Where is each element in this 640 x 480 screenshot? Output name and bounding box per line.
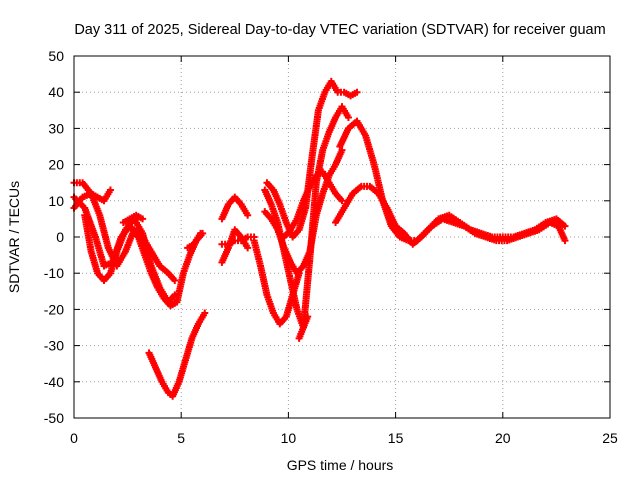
x-tick-label: 25 — [602, 430, 618, 446]
y-tick-label: 0 — [56, 229, 64, 245]
y-tick-label: -50 — [44, 410, 64, 426]
y-tick-label: -40 — [44, 374, 64, 390]
y-tick-label: 40 — [48, 84, 64, 100]
y-axis-label: SDTVAR / TECUs — [6, 181, 22, 293]
y-tick-label: 20 — [48, 157, 64, 173]
x-tick-label: 5 — [177, 430, 185, 446]
data-point — [304, 313, 312, 321]
data-point — [561, 222, 569, 230]
data-point — [338, 197, 346, 205]
data-point — [244, 244, 252, 252]
data-point — [139, 215, 147, 223]
data-point — [106, 186, 114, 194]
data-point — [344, 114, 352, 122]
data-point — [338, 146, 346, 154]
tick-layer: 0 5 10 15 20 25 -50 -40 -30 -20 -10 0 10 20 30 40 50 — [44, 48, 618, 446]
data-point — [353, 88, 361, 96]
y-tick-label: 30 — [48, 120, 64, 136]
x-tick-label: 0 — [70, 430, 78, 446]
x-tick-label: 10 — [281, 430, 297, 446]
x-tick-label: 15 — [388, 430, 404, 446]
points-layer — [70, 77, 569, 400]
data-point — [201, 309, 209, 317]
chart-title: Day 311 of 2025, Sidereal Day-to-day VTE… — [74, 22, 605, 38]
x-tick-label: 20 — [495, 430, 511, 446]
y-tick-label: -20 — [44, 301, 64, 317]
y-tick-label: -30 — [44, 338, 64, 354]
x-axis-label: GPS time / hours — [287, 457, 394, 473]
y-tick-label: 10 — [48, 193, 64, 209]
data-point — [171, 291, 179, 299]
data-point — [561, 237, 569, 245]
data-point — [196, 229, 204, 237]
y-tick-label: 50 — [48, 48, 64, 64]
data-point — [171, 276, 179, 284]
y-tick-label: -10 — [44, 265, 64, 281]
data-point — [244, 211, 252, 219]
plot-frame — [73, 55, 611, 419]
